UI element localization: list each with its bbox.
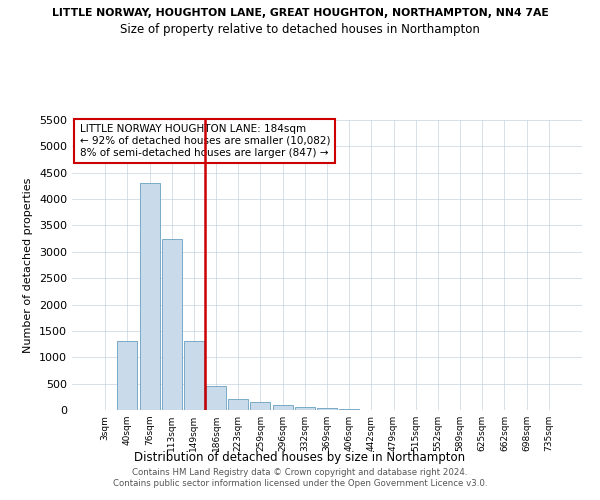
- Bar: [250, 402, 271, 410]
- Bar: [184, 342, 204, 410]
- Text: LITTLE NORWAY, HOUGHTON LANE, GREAT HOUGHTON, NORTHAMPTON, NN4 7AE: LITTLE NORWAY, HOUGHTON LANE, GREAT HOUG…: [52, 8, 548, 18]
- Bar: [118, 342, 137, 410]
- Bar: [272, 404, 293, 410]
- Text: Size of property relative to detached houses in Northampton: Size of property relative to detached ho…: [120, 22, 480, 36]
- Y-axis label: Number of detached properties: Number of detached properties: [23, 178, 34, 352]
- Bar: [317, 408, 337, 410]
- Text: Contains HM Land Registry data © Crown copyright and database right 2024.
Contai: Contains HM Land Registry data © Crown c…: [113, 468, 487, 487]
- Bar: [140, 184, 160, 410]
- Text: Distribution of detached houses by size in Northampton: Distribution of detached houses by size …: [134, 451, 466, 464]
- Text: LITTLE NORWAY HOUGHTON LANE: 184sqm
← 92% of detached houses are smaller (10,082: LITTLE NORWAY HOUGHTON LANE: 184sqm ← 92…: [80, 124, 330, 158]
- Bar: [206, 386, 226, 410]
- Bar: [228, 400, 248, 410]
- Bar: [162, 238, 182, 410]
- Bar: [295, 408, 315, 410]
- Bar: [339, 409, 359, 410]
